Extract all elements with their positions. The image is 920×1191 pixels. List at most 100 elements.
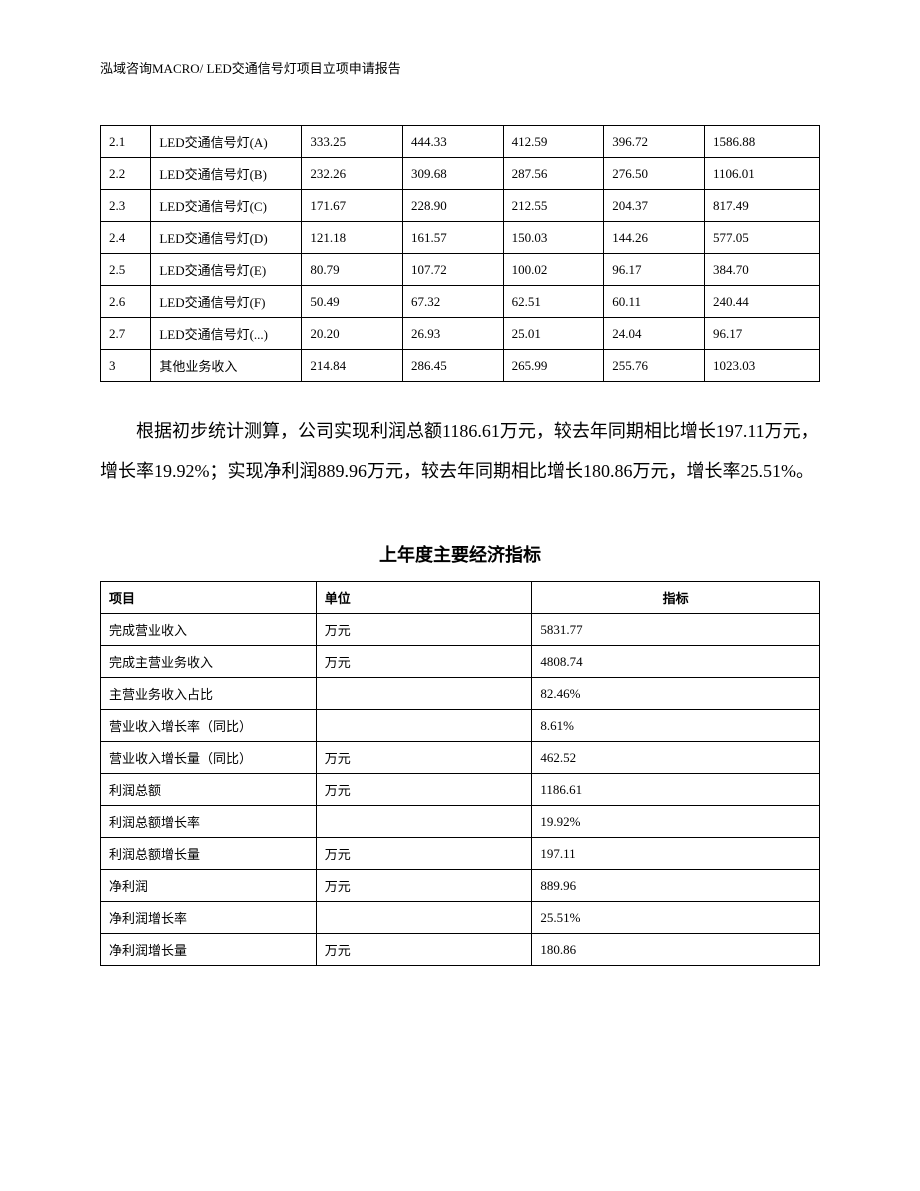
cell: 完成营业收入 [101, 614, 317, 646]
cell: 96.17 [704, 318, 819, 350]
cell: 4808.74 [532, 646, 820, 678]
cell: 万元 [316, 934, 532, 966]
header-cell: 项目 [101, 582, 317, 614]
cell: 25.51% [532, 902, 820, 934]
cell: 2.4 [101, 222, 151, 254]
cell: 1186.61 [532, 774, 820, 806]
header-cell: 单位 [316, 582, 532, 614]
cell: LED交通信号灯(A) [151, 126, 302, 158]
cell: 2.7 [101, 318, 151, 350]
cell: 净利润增长率 [101, 902, 317, 934]
cell: 240.44 [704, 286, 819, 318]
cell: 161.57 [402, 222, 503, 254]
cell: 287.56 [503, 158, 604, 190]
table-row: 利润总额 万元 1186.61 [101, 774, 820, 806]
header-cell: 指标 [532, 582, 820, 614]
cell: 62.51 [503, 286, 604, 318]
cell: 利润总额增长率 [101, 806, 317, 838]
cell: 主营业务收入占比 [101, 678, 317, 710]
cell: 万元 [316, 614, 532, 646]
cell: 2.6 [101, 286, 151, 318]
table-row: 2.2 LED交通信号灯(B) 232.26 309.68 287.56 276… [101, 158, 820, 190]
cell: 214.84 [302, 350, 403, 382]
page-header: 泓域咨询MACRO/ LED交通信号灯项目立项申请报告 [100, 58, 820, 77]
cell: 96.17 [604, 254, 705, 286]
table-row: 2.3 LED交通信号灯(C) 171.67 228.90 212.55 204… [101, 190, 820, 222]
revenue-table-body: 2.1 LED交通信号灯(A) 333.25 444.33 412.59 396… [101, 126, 820, 382]
table-row: 利润总额增长量 万元 197.11 [101, 838, 820, 870]
table-row: 2.1 LED交通信号灯(A) 333.25 444.33 412.59 396… [101, 126, 820, 158]
cell: 577.05 [704, 222, 819, 254]
cell: 1106.01 [704, 158, 819, 190]
cell: LED交通信号灯(C) [151, 190, 302, 222]
economic-indicators-title: 上年度主要经济指标 [100, 541, 820, 567]
economic-indicators-table: 项目 单位 指标 完成营业收入 万元 5831.77 完成主营业务收入 万元 4… [100, 581, 820, 966]
cell: 2.2 [101, 158, 151, 190]
cell: 333.25 [302, 126, 403, 158]
cell: 20.20 [302, 318, 403, 350]
cell: 67.32 [402, 286, 503, 318]
cell: 412.59 [503, 126, 604, 158]
cell: 384.70 [704, 254, 819, 286]
cell: 144.26 [604, 222, 705, 254]
cell: 232.26 [302, 158, 403, 190]
cell: LED交通信号灯(...) [151, 318, 302, 350]
cell: 1586.88 [704, 126, 819, 158]
table-row: 营业收入增长率（同比） 8.61% [101, 710, 820, 742]
cell: 180.86 [532, 934, 820, 966]
cell: 19.92% [532, 806, 820, 838]
table-row: 完成营业收入 万元 5831.77 [101, 614, 820, 646]
cell: 净利润增长量 [101, 934, 317, 966]
cell: 444.33 [402, 126, 503, 158]
cell [316, 678, 532, 710]
cell: LED交通信号灯(D) [151, 222, 302, 254]
cell: 26.93 [402, 318, 503, 350]
table-row: 2.5 LED交通信号灯(E) 80.79 107.72 100.02 96.1… [101, 254, 820, 286]
cell: 5831.77 [532, 614, 820, 646]
table-row: 净利润增长率 25.51% [101, 902, 820, 934]
revenue-table: 2.1 LED交通信号灯(A) 333.25 444.33 412.59 396… [100, 125, 820, 382]
cell: 150.03 [503, 222, 604, 254]
table-row: 利润总额增长率 19.92% [101, 806, 820, 838]
cell: LED交通信号灯(F) [151, 286, 302, 318]
cell: 100.02 [503, 254, 604, 286]
cell: 197.11 [532, 838, 820, 870]
cell: 396.72 [604, 126, 705, 158]
cell: 万元 [316, 774, 532, 806]
cell: 82.46% [532, 678, 820, 710]
cell: 255.76 [604, 350, 705, 382]
table-row: 营业收入增长量（同比） 万元 462.52 [101, 742, 820, 774]
cell: 净利润 [101, 870, 317, 902]
cell: 3 [101, 350, 151, 382]
cell: 121.18 [302, 222, 403, 254]
cell: 利润总额 [101, 774, 317, 806]
cell: 171.67 [302, 190, 403, 222]
cell: 462.52 [532, 742, 820, 774]
cell: LED交通信号灯(E) [151, 254, 302, 286]
cell [316, 806, 532, 838]
cell: 2.3 [101, 190, 151, 222]
cell: 228.90 [402, 190, 503, 222]
cell [316, 710, 532, 742]
cell: 万元 [316, 742, 532, 774]
table-row: 净利润 万元 889.96 [101, 870, 820, 902]
cell: 276.50 [604, 158, 705, 190]
cell: 2.1 [101, 126, 151, 158]
cell: 24.04 [604, 318, 705, 350]
table-row: 2.4 LED交通信号灯(D) 121.18 161.57 150.03 144… [101, 222, 820, 254]
table-row: 净利润增长量 万元 180.86 [101, 934, 820, 966]
cell: 204.37 [604, 190, 705, 222]
cell: 25.01 [503, 318, 604, 350]
cell: 265.99 [503, 350, 604, 382]
table-row: 2.6 LED交通信号灯(F) 50.49 67.32 62.51 60.11 … [101, 286, 820, 318]
cell: LED交通信号灯(B) [151, 158, 302, 190]
table-row: 完成主营业务收入 万元 4808.74 [101, 646, 820, 678]
cell: 50.49 [302, 286, 403, 318]
table-row: 主营业务收入占比 82.46% [101, 678, 820, 710]
cell: 万元 [316, 646, 532, 678]
cell [316, 902, 532, 934]
cell: 107.72 [402, 254, 503, 286]
cell: 1023.03 [704, 350, 819, 382]
table-header-row: 项目 单位 指标 [101, 582, 820, 614]
table-row: 3 其他业务收入 214.84 286.45 265.99 255.76 102… [101, 350, 820, 382]
